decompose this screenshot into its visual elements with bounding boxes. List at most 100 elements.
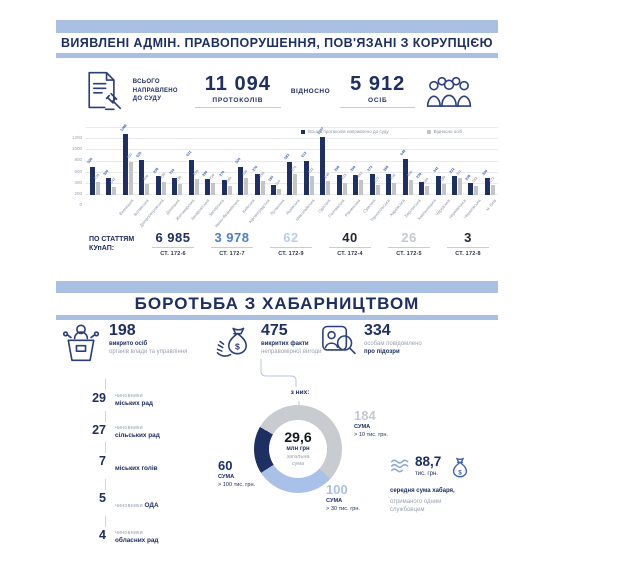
bar-value-protocols: 1088 — [119, 123, 128, 132]
official-item: 4 чиновники обласних рад — [72, 529, 237, 545]
official-count: 5 — [99, 490, 106, 505]
article-stat: 6 985 СТ. 172-6 — [148, 230, 198, 257]
bar-value-protocols: 370 — [251, 164, 258, 172]
bar-value-persons: 189 — [438, 174, 446, 183]
donut-center: 29,6 млн грн загальна сума — [269, 420, 327, 479]
bar-value-persons: 332 — [307, 166, 315, 175]
bar-protocols — [468, 183, 474, 195]
list-connector-line — [105, 379, 106, 391]
bar-value-persons: 262 — [356, 170, 364, 178]
bar-group: 239 154 — [416, 128, 432, 195]
bar-value-persons: 290 — [192, 169, 200, 177]
bar-group: 338 235 — [152, 128, 169, 195]
donut-total-value: 29,6 — [284, 429, 312, 446]
bar-persons — [326, 181, 331, 195]
bar-value-protocols: 270 — [218, 170, 226, 178]
article-rule — [329, 247, 371, 249]
official-count: 4 — [99, 527, 106, 542]
bar-group: 583 374 — [283, 128, 300, 195]
bar-value-persons: 195 — [175, 174, 183, 182]
section2-title: БОРОТЬБА З ХАБАРНИЦТВОМ — [134, 294, 420, 314]
persons-count: 5 912 — [350, 73, 406, 95]
y-tick: 1200 — [71, 135, 82, 140]
article-name: СТ. 172-7 — [219, 251, 245, 258]
bar-protocols — [238, 166, 244, 195]
bar-protocols — [336, 175, 342, 195]
article-stat: 62 СТ. 172-9 — [266, 230, 316, 257]
bar-protocols — [320, 137, 326, 195]
article-stat: 3 СТ. 172-8 — [443, 230, 493, 257]
bar-group: 613 332 — [300, 128, 317, 195]
articles-label: ПО СТАТТЯМ КУпАП: — [89, 236, 135, 253]
podium-speaker-icon — [62, 324, 100, 362]
average-caption-line2: отриманого одним — [390, 498, 442, 505]
bar-group: 648 268 — [399, 128, 416, 195]
article-value: 3 978 — [214, 230, 250, 245]
bar-persons — [244, 178, 249, 195]
bar-value-persons: 219 — [208, 173, 216, 181]
donut-label-over-10k: 184 СУМА > 10 тис. грн. — [354, 408, 388, 438]
y-tick: 400 — [74, 179, 82, 185]
stat-benefit-facts: $ 475 викритих факти неправомірної вигод… — [214, 323, 321, 360]
bar-persons — [293, 174, 298, 195]
bar-group: 185 110 — [267, 128, 284, 195]
official-item: 29 чиновники міських рад — [72, 392, 237, 408]
waves-icon — [390, 459, 409, 473]
article-name: СТ. 172-4 — [337, 251, 363, 258]
official-label: чиновники сільських рад — [115, 424, 160, 440]
bar-value-persons: 300 — [241, 168, 249, 176]
official-label-muted: чиновники — [115, 529, 143, 536]
bar-value-protocols: 505 — [86, 157, 94, 165]
decor-band-top-2 — [56, 281, 498, 294]
bar-group: 370 255 — [251, 128, 268, 195]
article-rule — [152, 247, 194, 249]
totals-label: ВСЬОГО НАПРАВЛЕНО ДО СУДУ — [132, 79, 178, 103]
bar-protocols — [155, 176, 161, 195]
articles-items: 6 985 СТ. 172-6 3 978 СТ. 172-7 62 СТ. 172-9 4… — [148, 230, 493, 258]
bar-group: 270 165 — [218, 128, 235, 195]
bar-value-protocols: 583 — [283, 152, 291, 161]
y-axis: 0 200 400 600 800 1000 1200 — [56, 135, 86, 207]
bar-protocols — [303, 160, 309, 195]
official-count: 29 — [92, 391, 106, 406]
bar-group: 504 300 — [235, 128, 251, 195]
decor-band-under-title-2 — [56, 315, 498, 321]
decor-band-under-title — [56, 53, 498, 58]
article-name: СТ. 172-5 — [396, 251, 422, 258]
bar-persons — [408, 180, 413, 195]
bar-protocols — [435, 175, 441, 195]
bar-protocols — [254, 174, 260, 195]
bar-value-persons: 142 — [109, 177, 117, 185]
bar-group: 310 195 — [169, 128, 185, 195]
bar-group: 505 228 — [86, 128, 103, 195]
official-item: 5 чиновники ОДА — [72, 492, 237, 514]
articles-row: ПО СТАТТЯМ КУпАП: 6 985 СТ. 172-6 3 978 СТ.… — [56, 230, 498, 258]
bar-persons — [276, 188, 281, 195]
bar-value-protocols: 625 — [135, 150, 143, 158]
bar-value-protocols: 359 — [349, 165, 357, 173]
article-value: 6 985 — [155, 230, 191, 245]
official-label-bold: міських рад — [115, 400, 153, 408]
donut-label-over-100k: 60 СУМА > 100 тис. грн. — [218, 458, 256, 488]
bar-persons — [161, 181, 166, 195]
protocols-caption: ПРОТОКОЛІВ — [212, 97, 264, 104]
stat-suspicions: 334 особам повідомлено про підозри — [320, 323, 422, 356]
bar-persons — [359, 180, 364, 195]
bar-value-protocols: 613 — [300, 151, 308, 159]
decor-band-top — [56, 20, 498, 33]
bar-protocols — [106, 178, 112, 195]
bar-persons — [96, 182, 100, 195]
y-tick: 1000 — [71, 146, 82, 152]
totals-row: ВСЬОГО НАПРАВЛЕНО ДО СУДУ 11 094 ПРОТОКО… — [56, 64, 498, 118]
bar-value-persons: 223 — [340, 173, 348, 181]
of-them-label: з них: — [290, 389, 310, 397]
x-axis-labels: Вінницька Волинська Дніпропетровська Донець… — [118, 195, 498, 229]
bar-value-persons: 255 — [258, 171, 265, 179]
official-count: 7 — [99, 453, 106, 468]
list-connector-line — [105, 515, 106, 527]
bar-persons — [474, 185, 479, 195]
x-axis-label: Чернігівська — [462, 195, 483, 229]
bar-value-protocols: 358 — [333, 165, 341, 173]
official-label: міських голів — [115, 455, 158, 477]
bar-group: 332 301 — [448, 128, 465, 195]
